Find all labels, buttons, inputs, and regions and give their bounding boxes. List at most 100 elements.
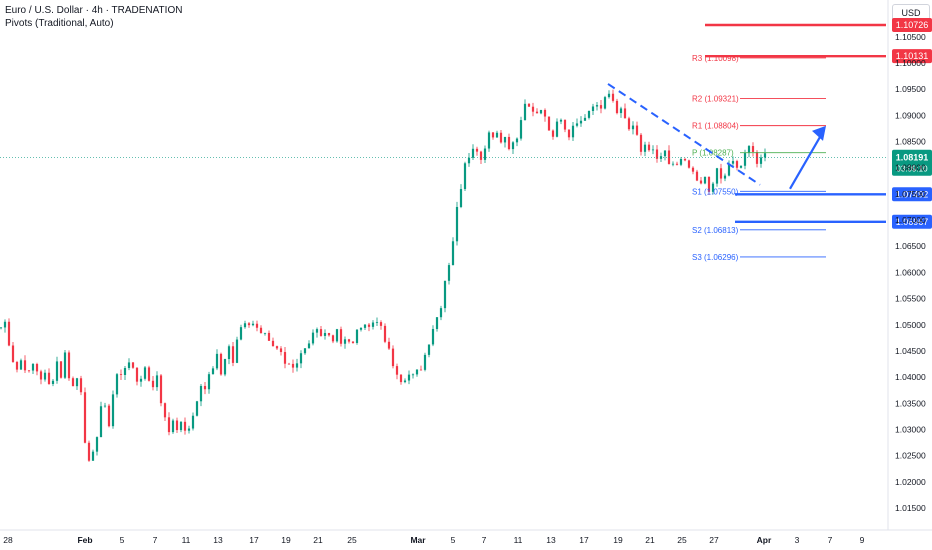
- candle-body: [207, 374, 211, 390]
- candle-body: [115, 374, 119, 395]
- candle-body: [483, 148, 487, 160]
- candle-body: [71, 378, 75, 387]
- pivot-level-label: R2 (1.09321): [692, 95, 739, 104]
- candle-body: [587, 111, 591, 118]
- candle-body: [651, 149, 655, 151]
- candle-body: [223, 359, 227, 375]
- time-tick-label: 9: [860, 535, 865, 545]
- candle-body: [75, 378, 79, 387]
- current-price-tag: [892, 149, 932, 176]
- candle-body: [547, 116, 551, 131]
- candle-body: [47, 372, 51, 384]
- candle-body: [95, 437, 99, 452]
- candle-body: [555, 121, 559, 137]
- candle-body: [199, 385, 203, 402]
- candle-body: [259, 327, 263, 334]
- bar-countdown: 03:09:10: [896, 165, 928, 174]
- candle-body: [723, 175, 727, 179]
- candle-body: [623, 108, 627, 119]
- candle-body: [331, 335, 335, 342]
- candle-body: [143, 367, 147, 379]
- candle-body: [271, 340, 275, 347]
- candle-body: [439, 308, 443, 318]
- candle-body: [43, 372, 47, 380]
- price-tick-label: 1.03500: [895, 398, 926, 408]
- candle-body: [571, 125, 575, 138]
- candle-body: [251, 323, 255, 326]
- projection-arrow-head: [812, 125, 826, 141]
- candle-body: [155, 375, 159, 388]
- candle-body: [219, 353, 223, 375]
- candle-body: [231, 346, 235, 363]
- candle-body: [103, 405, 107, 407]
- candle-body: [379, 322, 383, 326]
- pivot-level-label: P (1.08287): [692, 149, 734, 158]
- candle-body: [299, 353, 303, 364]
- price-tick-label: 1.05000: [895, 320, 926, 330]
- price-tick-label: 1.09500: [895, 84, 926, 94]
- candle-body: [607, 93, 611, 98]
- time-tick-label: 13: [546, 535, 556, 545]
- candle-body: [307, 343, 311, 349]
- candle-body: [363, 324, 367, 328]
- candle-body: [739, 165, 743, 168]
- candle-body: [719, 168, 723, 179]
- candle-body: [611, 93, 615, 101]
- candle-body: [731, 161, 735, 164]
- price-tick-label: 1.04500: [895, 346, 926, 356]
- indicator-label[interactable]: Pivots (Traditional, Auto): [5, 18, 114, 29]
- time-tick-label: 28: [3, 535, 13, 545]
- candle-body: [171, 420, 175, 433]
- candle-body: [667, 150, 671, 164]
- candle-body: [671, 163, 675, 165]
- candle-body: [311, 332, 315, 344]
- candle-body: [147, 367, 151, 381]
- projection-arrow-shaft: [789, 131, 824, 190]
- candle-body: [11, 345, 15, 362]
- candle-body: [727, 163, 731, 176]
- candle-body: [39, 371, 43, 380]
- candle-body: [35, 363, 39, 372]
- candle-body: [119, 374, 123, 375]
- time-tick-label: Feb: [77, 535, 92, 545]
- candle-body: [763, 153, 767, 158]
- candle-body: [567, 129, 571, 138]
- time-tick-label: 21: [645, 535, 655, 545]
- candle-body: [459, 189, 463, 207]
- candle-body: [655, 149, 659, 159]
- candle-body: [359, 327, 363, 330]
- candles-layer: [0, 89, 767, 462]
- candle-body: [287, 363, 291, 365]
- time-tick-label: 21: [313, 535, 323, 545]
- candle-body: [387, 341, 391, 349]
- candle-body: [87, 442, 91, 461]
- candle-body: [367, 324, 371, 327]
- price-tick-label: 1.06000: [895, 267, 926, 277]
- candle-body: [391, 348, 395, 367]
- candle-body: [123, 368, 127, 375]
- symbol-title[interactable]: Euro / U.S. Dollar · 4h · TRADENATION: [5, 5, 183, 16]
- candle-body: [319, 329, 323, 336]
- candle-body: [451, 241, 455, 266]
- time-tick-label: 5: [120, 535, 125, 545]
- candle-body: [559, 119, 563, 122]
- candle-body: [191, 415, 195, 429]
- key-level-tag-text: 1.07492: [896, 189, 929, 199]
- candle-body: [291, 363, 295, 368]
- candle-body: [255, 323, 259, 328]
- candle-body: [371, 322, 375, 327]
- candle-body: [79, 378, 83, 393]
- candle-body: [347, 339, 351, 342]
- key-level-tag-text: 1.06967: [896, 217, 929, 227]
- candle-body: [599, 105, 603, 109]
- candle-body: [407, 374, 411, 381]
- price-tick-label: 1.08500: [895, 137, 926, 147]
- candle-body: [399, 374, 403, 383]
- candle-body: [243, 323, 247, 328]
- candle-body: [419, 369, 423, 371]
- candle-body: [519, 120, 523, 139]
- candle-body: [23, 360, 27, 371]
- candle-body: [83, 392, 87, 443]
- candle-body: [683, 158, 687, 161]
